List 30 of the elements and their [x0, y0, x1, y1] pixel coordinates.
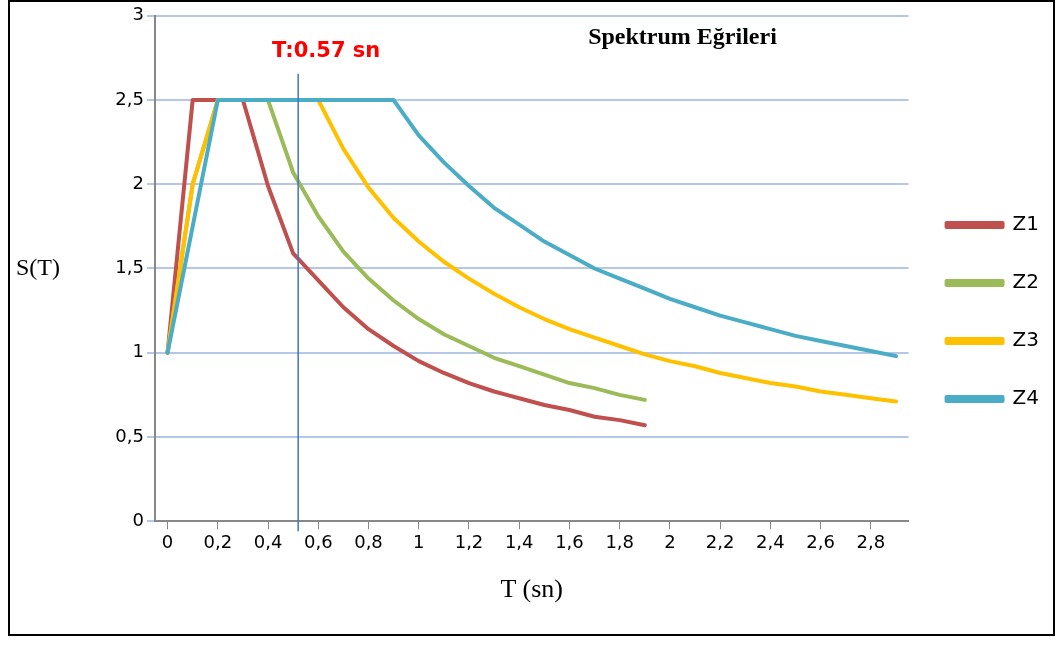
- x-axis-title: T (sn): [500, 574, 563, 604]
- x-tick-label: 0,8: [354, 530, 383, 552]
- x-tick-label: 1,8: [605, 530, 635, 552]
- x-tick-label: 2,6: [806, 530, 835, 552]
- x-tick-label: 2,2: [705, 530, 735, 552]
- legend-label: Z4: [1012, 385, 1040, 410]
- y-tick-label: 1,5: [115, 256, 144, 278]
- y-tick-label: 0: [132, 508, 144, 530]
- x-tick-label: 1,2: [454, 530, 484, 552]
- x-tick-label: 0,2: [203, 530, 233, 552]
- y-axis-title: S(T): [16, 253, 60, 280]
- x-tick-label: 0,6: [303, 530, 333, 552]
- y-tick-label: 2,5: [115, 87, 144, 109]
- y-tick-label: 3: [132, 3, 144, 25]
- x-tick-label: 0,4: [253, 530, 283, 552]
- legend-label: Z1: [1012, 211, 1040, 236]
- chart-title: Spektrum Eğrileri: [588, 23, 778, 49]
- y-tick-label: 0,5: [115, 424, 144, 446]
- y-tick-label: 2: [132, 171, 144, 193]
- legend-label: Z2: [1012, 269, 1040, 294]
- annotation: T:0.57 sn: [272, 37, 381, 62]
- x-tick-label: 2: [664, 530, 676, 552]
- x-tick-label: 1,6: [555, 530, 584, 552]
- x-tick-label: 1: [413, 530, 425, 552]
- x-tick-label: 2,4: [756, 530, 785, 552]
- x-tick-label: 1,4: [504, 530, 534, 552]
- x-tick-label: 2,8: [856, 530, 886, 552]
- y-tick-label: 1: [132, 340, 144, 362]
- legend-label: Z3: [1012, 327, 1040, 352]
- x-tick-label: 0: [161, 530, 174, 552]
